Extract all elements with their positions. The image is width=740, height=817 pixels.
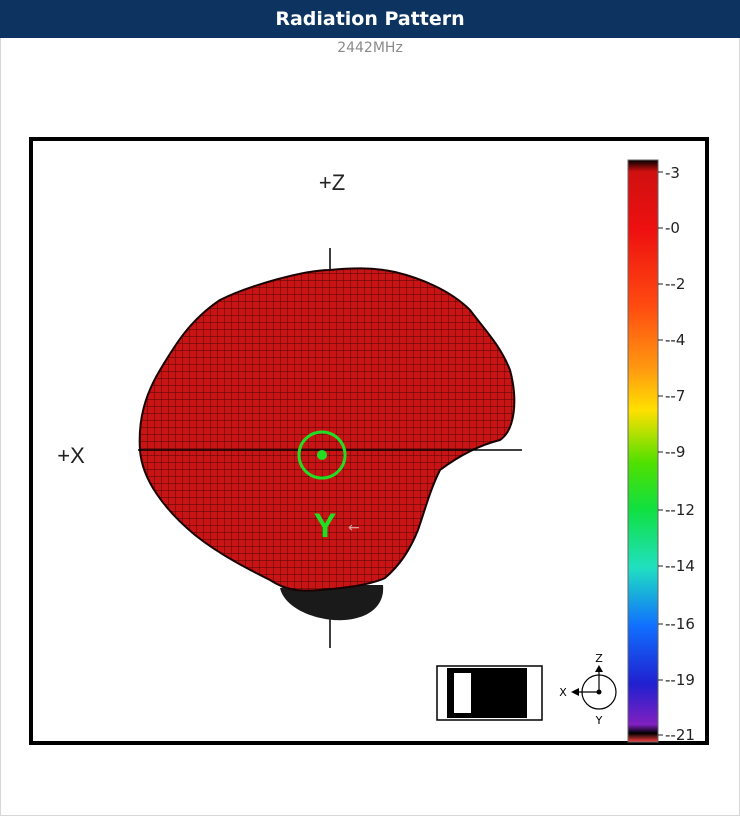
color-scale-labels: -3 -0 --2 --4 --7 --9 --12 --14 --16 --1… [665, 164, 695, 744]
pattern-bottom-lobe [280, 585, 384, 621]
orientation-triad-icon: Z X Y [559, 652, 617, 727]
scale-label: --4 [665, 331, 685, 349]
scale-label: -3 [665, 164, 680, 182]
x-axis-label: +X [57, 443, 85, 468]
triad-z-label: Z [595, 652, 603, 665]
triad-x-label: X [559, 686, 567, 699]
frequency-subtitle: 2442MHz [337, 40, 403, 56]
color-scale-ticks [658, 171, 663, 736]
y-axis-label: Y [314, 507, 337, 545]
page-title: Radiation Pattern [0, 0, 740, 38]
scale-label: --16 [665, 615, 695, 633]
scale-label: --19 [665, 671, 695, 689]
scale-label: -0 [665, 219, 680, 237]
scale-label: --12 [665, 501, 695, 519]
triad-y-label: Y [595, 714, 603, 727]
y-arrow-icon: ← [348, 520, 360, 536]
antenna-component-icon [436, 665, 543, 721]
radiation-pattern-shape [138, 267, 516, 592]
scale-label: --9 [665, 443, 685, 461]
scale-label: --21 [665, 726, 695, 744]
z-axis-label: +Z [319, 170, 345, 195]
y-axis-marker-dot [317, 450, 327, 460]
scale-label: --7 [665, 387, 685, 405]
y-axis-marker-ring [297, 430, 347, 480]
scale-label: --14 [665, 557, 695, 575]
color-scale-bar [627, 159, 659, 743]
scale-label: --2 [665, 275, 685, 293]
